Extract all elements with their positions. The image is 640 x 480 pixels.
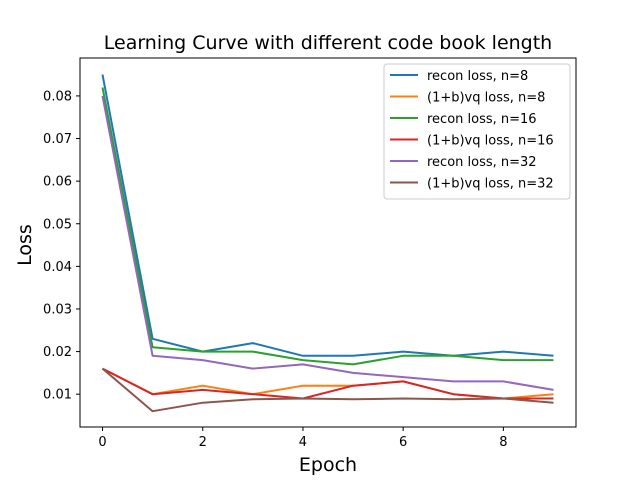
x-tick-label: 4: [299, 435, 307, 450]
y-tick-label: 0.08: [43, 89, 72, 104]
x-axis-ticks: 0 2 4 6 8: [98, 427, 507, 450]
y-tick-label: 0.06: [43, 175, 72, 190]
legend-label: (1+b)vq loss, n=8: [427, 91, 545, 106]
series-line-3: [101, 87, 554, 366]
x-tick-label: 2: [199, 435, 207, 450]
x-tick-label: 8: [499, 435, 507, 450]
y-axis-ticks: 0.01 0.02 0.03 0.04 0.05 0.06 0.07 0.08: [43, 89, 80, 403]
y-tick-label: 0.07: [43, 132, 72, 147]
x-tick-label: 0: [98, 435, 106, 450]
y-axis-label: Loss: [14, 224, 36, 266]
y-tick-label: 0.05: [43, 217, 72, 232]
legend-box: [383, 63, 571, 200]
x-axis-label: Epoch: [299, 454, 357, 476]
y-tick-label: 0.04: [43, 260, 72, 275]
y-tick-label: 0.03: [43, 302, 72, 317]
series-line-1: [101, 74, 554, 357]
series-line-4: [102, 367, 554, 400]
series-line-6: [101, 367, 554, 413]
series-layer: [101, 74, 554, 413]
legend-label: recon loss, n=32: [427, 155, 537, 170]
legend-label: recon loss, n=8: [427, 69, 528, 84]
legend-label: recon loss, n=16: [427, 112, 537, 127]
chart-title: Learning Curve with different code book …: [104, 32, 552, 54]
x-tick-label: 6: [399, 435, 407, 450]
plot-area: [79, 57, 577, 428]
series-line-5: [101, 95, 554, 391]
y-tick-label: 0.02: [43, 345, 72, 360]
legend: recon loss, n=8 (1+b)vq loss, n=8 recon lo…: [383, 63, 571, 200]
plot-frame: [79, 57, 577, 428]
legend-label: (1+b)vq loss, n=16: [427, 134, 554, 149]
legend-label: (1+b)vq loss, n=32: [427, 177, 554, 192]
y-tick-label: 0.01: [43, 388, 72, 403]
